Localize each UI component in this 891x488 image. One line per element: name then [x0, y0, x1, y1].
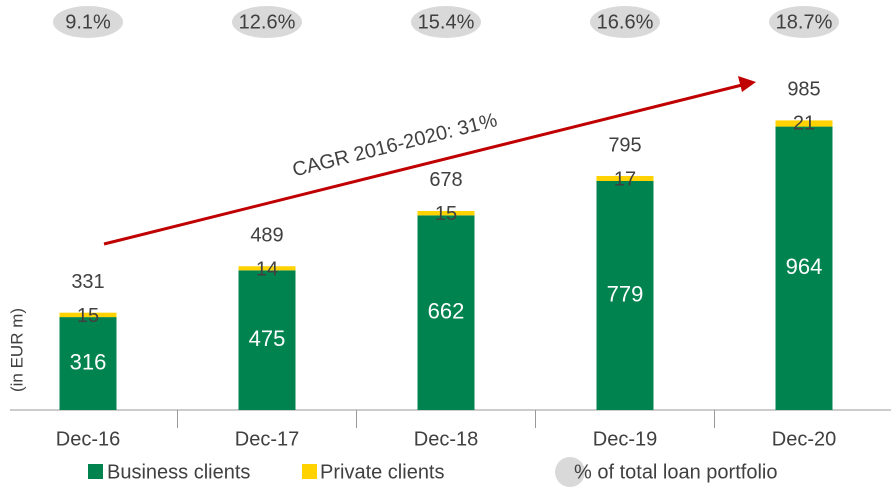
trend-arrow [103, 83, 743, 246]
share-label: 15.4% [418, 11, 475, 33]
share-badge [53, 6, 123, 38]
x-tick-label: Dec-20 [772, 428, 836, 450]
share-badge [769, 6, 839, 38]
share-label: 9.1% [65, 11, 111, 33]
data-label: 964 [786, 254, 823, 279]
data-label: 21 [793, 113, 815, 135]
total-label: 489 [250, 225, 283, 247]
share-badge [590, 6, 660, 38]
data-label: 14 [256, 259, 278, 281]
bar-segment [417, 215, 475, 410]
arrow-head [738, 76, 756, 92]
share-badge [232, 6, 302, 38]
x-tick-label: Dec-17 [235, 428, 299, 450]
total-label: 985 [787, 79, 820, 101]
data-label: 662 [428, 298, 465, 323]
total-label: 678 [429, 169, 462, 191]
bar-segment [59, 317, 117, 410]
share-label: 18.7% [776, 11, 833, 33]
data-label: 779 [607, 281, 644, 306]
data-label: 15 [77, 305, 99, 327]
legend-swatch [302, 464, 317, 479]
legend-swatch [88, 464, 103, 479]
total-label: 331 [71, 271, 104, 293]
bar-segment [238, 266, 296, 271]
data-label: 15 [435, 203, 457, 225]
bar-segment [238, 270, 296, 410]
legend-swatch [555, 457, 585, 487]
bar-segment [59, 312, 117, 318]
legend-label: Business clients [107, 461, 250, 483]
data-label: 316 [70, 349, 107, 374]
share-label: 16.6% [597, 11, 654, 33]
bar-segment [596, 180, 654, 410]
x-tick-label: Dec-16 [56, 428, 120, 450]
bar-segment [775, 126, 833, 411]
bar-segment [596, 175, 654, 181]
data-label: 475 [249, 326, 286, 351]
share-label: 12.6% [239, 11, 296, 33]
bar-segment [417, 210, 475, 216]
legend-label: % of total loan portfolio [574, 461, 777, 483]
x-tick-label: Dec-18 [414, 428, 478, 450]
bar-segment [775, 120, 833, 127]
y-axis-label: (in EUR m) [7, 308, 26, 392]
x-tick-label: Dec-19 [593, 428, 657, 450]
total-label: 795 [608, 134, 641, 156]
data-label: 17 [614, 168, 636, 190]
share-badge [411, 6, 481, 38]
legend-label: Private clients [320, 461, 445, 483]
